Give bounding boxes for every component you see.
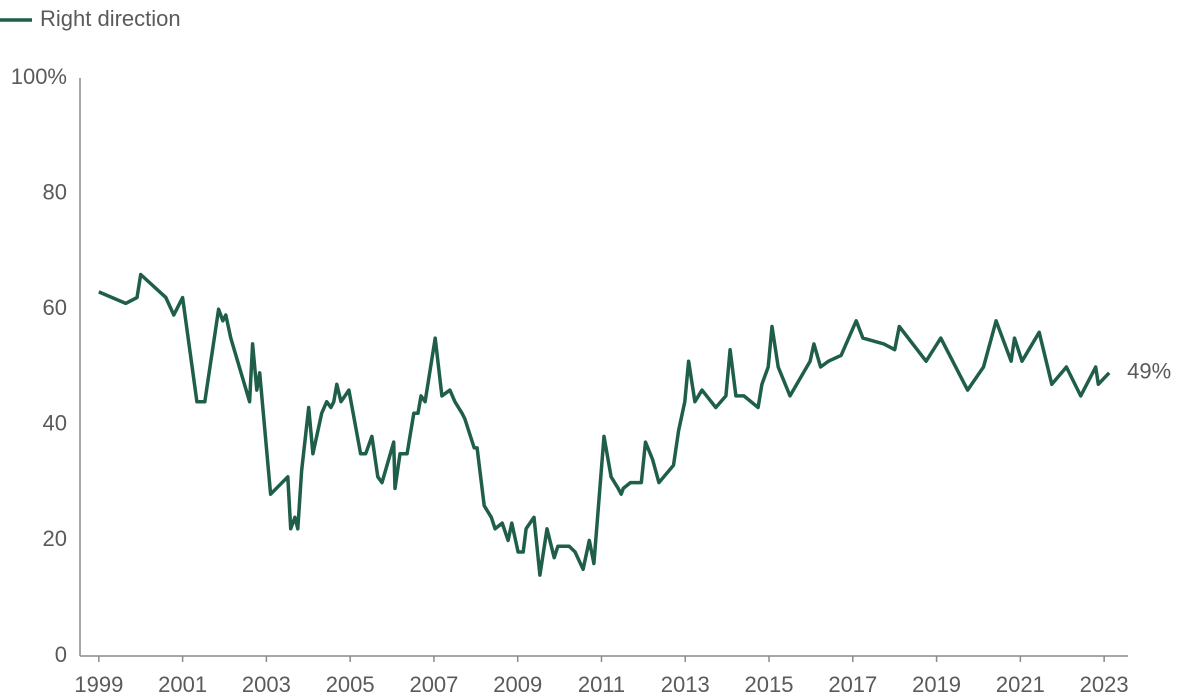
y-tick-label: 20 bbox=[43, 526, 67, 551]
x-tick-label: 2019 bbox=[912, 672, 961, 697]
x-tick-label: 2003 bbox=[242, 672, 291, 697]
x-tick-label: 2007 bbox=[409, 672, 458, 697]
x-tick-label: 2021 bbox=[996, 672, 1045, 697]
data-line bbox=[98, 272, 1111, 577]
x-tick-label: 2013 bbox=[661, 672, 710, 697]
legend-label: Right direction bbox=[40, 6, 181, 31]
x-tick-label: 2015 bbox=[745, 672, 794, 697]
x-tick-label: 2005 bbox=[326, 672, 375, 697]
y-tick-label: 60 bbox=[43, 295, 67, 320]
y-tick-label: 100% bbox=[11, 64, 67, 89]
y-tick-label: 80 bbox=[43, 179, 67, 204]
x-tick-label: 2023 bbox=[1080, 672, 1129, 697]
y-tick-label: 0 bbox=[55, 642, 67, 667]
x-tick-label: 2001 bbox=[158, 672, 207, 697]
x-tick-label: 2017 bbox=[828, 672, 877, 697]
value-label: 49% bbox=[1127, 359, 1171, 384]
x-tick-label: 1999 bbox=[74, 672, 123, 697]
y-tick-label: 40 bbox=[43, 411, 67, 436]
x-tick-label: 2009 bbox=[493, 672, 542, 697]
x-tick-label: 2011 bbox=[578, 672, 625, 697]
